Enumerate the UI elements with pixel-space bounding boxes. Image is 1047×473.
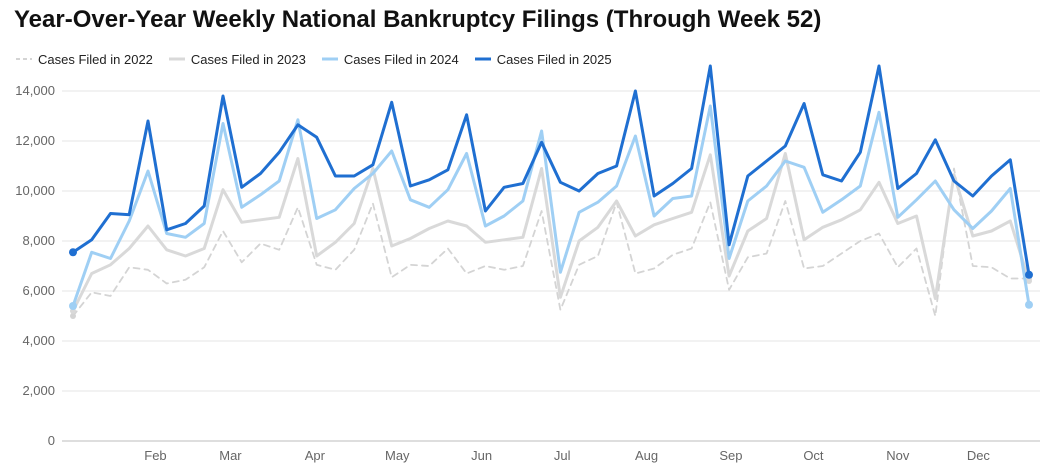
chart-title: Year-Over-Year Weekly National Bankruptc… (14, 6, 822, 33)
legend: Cases Filed in 2022 Cases Filed in 2023 … (16, 50, 628, 68)
legend-label-2022: Cases Filed in 2022 (38, 51, 153, 67)
x-tick-label: Feb (144, 448, 166, 463)
legend-swatch-2024 (321, 57, 338, 61)
y-tick-label: 4,000 (22, 333, 55, 348)
x-tick-label: Apr (305, 448, 326, 463)
x-tick-label: Jun (471, 448, 492, 463)
series-line-2025[interactable] (71, 64, 1031, 277)
legend-swatch-2023 (168, 57, 185, 61)
x-tick-label: Aug (635, 448, 658, 463)
x-tick-label: Oct (803, 448, 824, 463)
x-tick-label: Jul (554, 448, 571, 463)
legend-item-2024[interactable]: Cases Filed in 2024 (321, 51, 459, 67)
y-tick-label: 6,000 (22, 283, 55, 298)
legend-item-2025[interactable]: Cases Filed in 2025 (474, 51, 612, 67)
legend-item-2023[interactable]: Cases Filed in 2023 (168, 51, 306, 67)
y-tick-label: 8,000 (22, 233, 55, 248)
legend-label-2024: Cases Filed in 2024 (343, 51, 459, 67)
y-tick-label: 2,000 (22, 383, 55, 398)
y-tick-label: 12,000 (15, 133, 55, 148)
series-endpoint-2024[interactable] (69, 302, 77, 310)
legend-label-2023: Cases Filed in 2023 (190, 51, 306, 67)
x-tick-label: Dec (967, 448, 991, 463)
x-tick-label: Sep (719, 448, 742, 463)
x-tick-label: Mar (219, 448, 242, 463)
legend-swatch-2022 (16, 58, 32, 60)
series-endpoint-2023[interactable] (1026, 278, 1032, 284)
series-line-2022[interactable] (72, 167, 1030, 317)
y-tick-label: 0 (48, 433, 55, 448)
series-line-2023[interactable] (71, 152, 1031, 313)
y-tick-label: 10,000 (15, 183, 55, 198)
series-line-2024[interactable] (71, 104, 1031, 308)
x-tick-label: May (385, 448, 410, 463)
series-endpoint-2025[interactable] (1025, 270, 1033, 279)
series-endpoint-2024[interactable] (1025, 300, 1033, 309)
legend-label-2025: Cases Filed in 2025 (496, 51, 612, 67)
series-endpoint-2025[interactable] (69, 248, 77, 257)
legend-swatch-2025 (474, 57, 491, 61)
legend-item-2022[interactable]: Cases Filed in 2022 (16, 52, 153, 67)
series-endpoint-2022[interactable] (70, 313, 76, 319)
x-tick-label: Nov (886, 448, 910, 463)
y-tick-label: 14,000 (15, 83, 55, 98)
